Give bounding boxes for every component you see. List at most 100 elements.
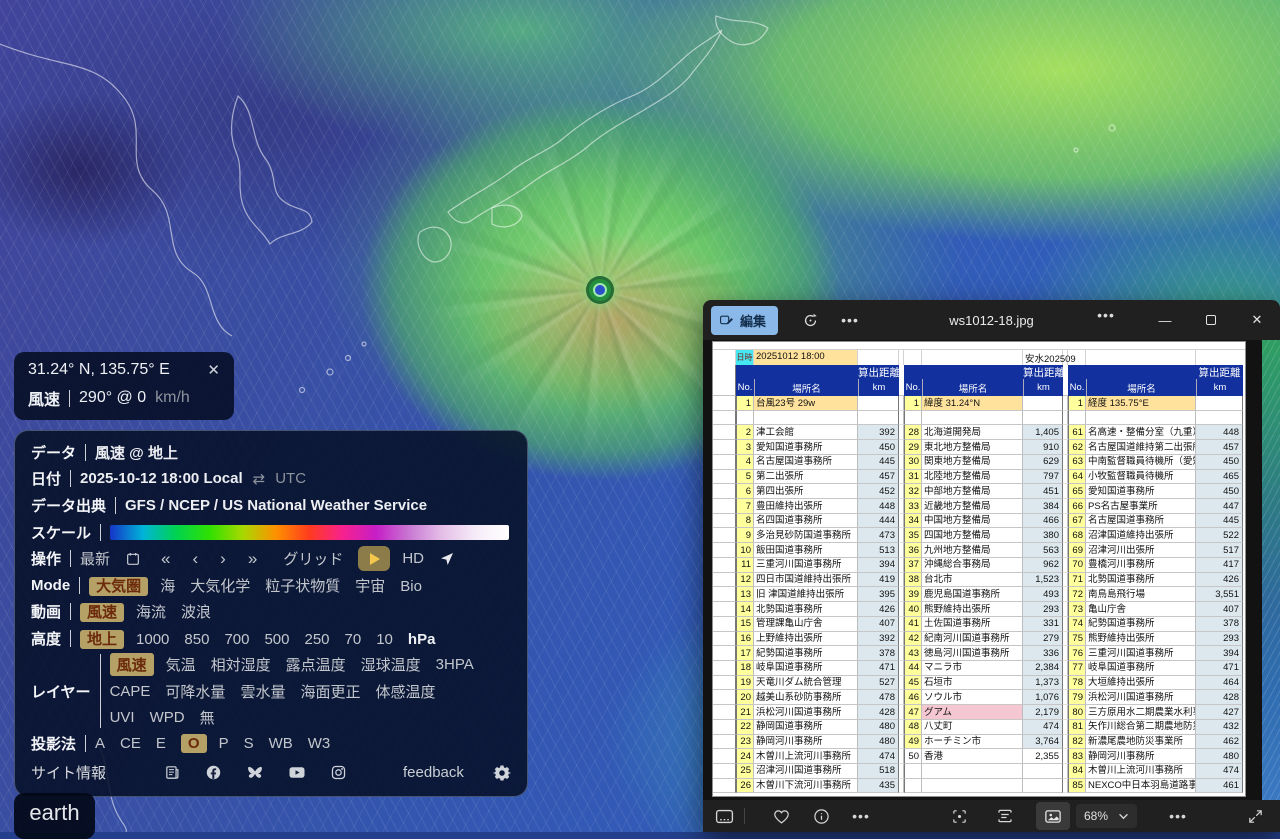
edit-button[interactable]: 編集 bbox=[711, 305, 779, 335]
option-P[interactable]: P bbox=[218, 735, 229, 753]
option-雲水量[interactable]: 雲水量 bbox=[240, 683, 286, 701]
hd-toggle[interactable]: HD bbox=[402, 550, 424, 568]
option-700[interactable]: 700 bbox=[224, 630, 250, 648]
option-宇宙[interactable]: 宇宙 bbox=[355, 577, 386, 595]
youtube-icon[interactable] bbox=[288, 765, 306, 780]
option-湿球温度[interactable]: 湿球温度 bbox=[360, 657, 421, 675]
minimize-button[interactable]: — bbox=[1158, 312, 1172, 328]
cell-no: 4 bbox=[736, 454, 754, 470]
cell-no: 40 bbox=[904, 602, 922, 617]
text-extract-icon[interactable] bbox=[988, 802, 1022, 830]
more-options-icon[interactable]: ••• bbox=[841, 312, 859, 328]
cell-place: 名高速・整備分室（九重） bbox=[1086, 425, 1196, 441]
see-more-icon[interactable]: ••• bbox=[1097, 307, 1115, 323]
option-粒子状物質[interactable]: 粒子状物質 bbox=[265, 577, 341, 595]
option-500[interactable]: 500 bbox=[264, 630, 290, 648]
option-70[interactable]: 70 bbox=[344, 630, 362, 648]
table-cell bbox=[1196, 410, 1243, 426]
option-露点温度[interactable]: 露点温度 bbox=[285, 657, 346, 675]
instagram-icon[interactable] bbox=[330, 764, 347, 781]
cell-km: 513 bbox=[858, 543, 899, 558]
option-Bio[interactable]: Bio bbox=[400, 577, 422, 595]
table-cell bbox=[713, 484, 736, 500]
option-海流[interactable]: 海流 bbox=[136, 604, 167, 622]
option-E[interactable]: E bbox=[155, 735, 166, 753]
option-CE[interactable]: CE bbox=[120, 735, 141, 753]
option-S[interactable]: S bbox=[243, 735, 254, 753]
maximize-button[interactable] bbox=[1188, 300, 1234, 340]
step-back-day-button[interactable]: « bbox=[161, 548, 171, 568]
favorite-icon[interactable] bbox=[764, 802, 798, 830]
step-forward-button[interactable]: › bbox=[220, 548, 226, 568]
earth-menu-button[interactable]: earth bbox=[14, 793, 95, 839]
table-cell bbox=[1063, 440, 1068, 455]
more-tools-icon[interactable]: ••• bbox=[852, 808, 870, 824]
option-10[interactable]: 10 bbox=[376, 630, 393, 648]
option-O[interactable]: O bbox=[180, 734, 207, 754]
option-大気圏[interactable]: 大気圏 bbox=[89, 576, 149, 596]
option-850[interactable]: 850 bbox=[184, 630, 210, 648]
option-無[interactable]: 無 bbox=[199, 709, 215, 727]
option-気温[interactable]: 気温 bbox=[165, 657, 196, 675]
typhoon-eye-marker[interactable] bbox=[589, 279, 611, 301]
cell-no: 35 bbox=[904, 528, 922, 544]
cell-no: 37 bbox=[904, 557, 922, 573]
option-WPD[interactable]: WPD bbox=[149, 708, 185, 726]
gear-icon[interactable] bbox=[493, 764, 511, 782]
fit-image-icon[interactable] bbox=[1036, 802, 1070, 830]
grid-toggle[interactable]: グリッド bbox=[283, 551, 344, 569]
option-250[interactable]: 250 bbox=[304, 630, 330, 648]
fullscreen-icon[interactable] bbox=[1238, 802, 1272, 830]
table-cell bbox=[1063, 425, 1068, 441]
option-風速[interactable]: 風速 bbox=[109, 653, 154, 677]
option-相対湿度[interactable]: 相対湿度 bbox=[210, 657, 271, 675]
zoom-level-dropdown[interactable]: 68% bbox=[1076, 804, 1138, 828]
swap-arrows-icon[interactable]: ⇄ bbox=[252, 470, 266, 488]
cell-place: ソウル市 bbox=[922, 690, 1023, 706]
option-3HPA[interactable]: 3HPA bbox=[435, 656, 474, 674]
my-location-icon[interactable] bbox=[439, 551, 455, 567]
option-大気化学[interactable]: 大気化学 bbox=[190, 577, 251, 595]
close-icon[interactable]: ✕ bbox=[207, 362, 220, 379]
option-CAPE[interactable]: CAPE bbox=[109, 682, 151, 700]
facebook-icon[interactable] bbox=[205, 764, 222, 781]
news-icon[interactable] bbox=[164, 764, 181, 781]
cell-no: 47 bbox=[904, 705, 922, 720]
color-scale[interactable] bbox=[110, 524, 509, 540]
filmstrip-icon[interactable] bbox=[707, 802, 741, 830]
option-1000[interactable]: 1000 bbox=[136, 630, 170, 648]
option-W3[interactable]: W3 bbox=[307, 735, 331, 753]
option-海[interactable]: 海 bbox=[160, 577, 176, 595]
table-cell bbox=[899, 410, 904, 426]
site-info-link[interactable]: サイト情報 bbox=[31, 765, 107, 783]
toolbar-more-icon[interactable]: ••• bbox=[1169, 808, 1187, 824]
bluesky-icon[interactable] bbox=[246, 765, 264, 781]
cell-km: 432 bbox=[1196, 719, 1243, 735]
close-button[interactable]: ✕ bbox=[1251, 312, 1263, 327]
feedback-link[interactable]: feedback bbox=[403, 764, 464, 782]
cell-no: 50 bbox=[904, 749, 922, 764]
table-row: 9 多治見砂防国道事務所 473 35 四国地方整備局 380 68 沼津国道維持出張所 522 bbox=[713, 528, 1245, 544]
option-波浪[interactable]: 波浪 bbox=[181, 604, 212, 622]
option-体感温度[interactable]: 体感温度 bbox=[375, 683, 436, 701]
option-可降水量[interactable]: 可降水量 bbox=[165, 683, 226, 701]
rotate-icon[interactable] bbox=[790, 305, 830, 335]
header-place: 場所名 bbox=[754, 379, 858, 396]
option-A[interactable]: A bbox=[95, 735, 106, 753]
option-UVI[interactable]: UVI bbox=[109, 708, 135, 726]
window-titlebar: 編集 ••• ws1012-18.jpg ••• — ✕ bbox=[703, 300, 1280, 340]
photo-display-area[interactable]: 日時 20251012 18:00 安水202509 算出距離 bbox=[703, 340, 1280, 800]
info-icon[interactable] bbox=[804, 802, 838, 830]
option-地上[interactable]: 地上 bbox=[80, 629, 125, 649]
visual-search-icon[interactable] bbox=[942, 802, 976, 830]
cell-no: 61 bbox=[1068, 425, 1086, 441]
option-海面更正[interactable]: 海面更正 bbox=[300, 683, 361, 701]
step-forward-day-button[interactable]: » bbox=[247, 548, 258, 568]
utc-toggle[interactable]: UTC bbox=[275, 470, 307, 488]
step-back-button[interactable]: ‹ bbox=[192, 548, 199, 568]
play-button[interactable] bbox=[358, 546, 391, 572]
now-button[interactable]: 最新 bbox=[80, 551, 111, 569]
calendar-icon[interactable] bbox=[125, 551, 141, 567]
option-WB[interactable]: WB bbox=[268, 735, 293, 753]
option-風速[interactable]: 風速 bbox=[80, 603, 125, 623]
